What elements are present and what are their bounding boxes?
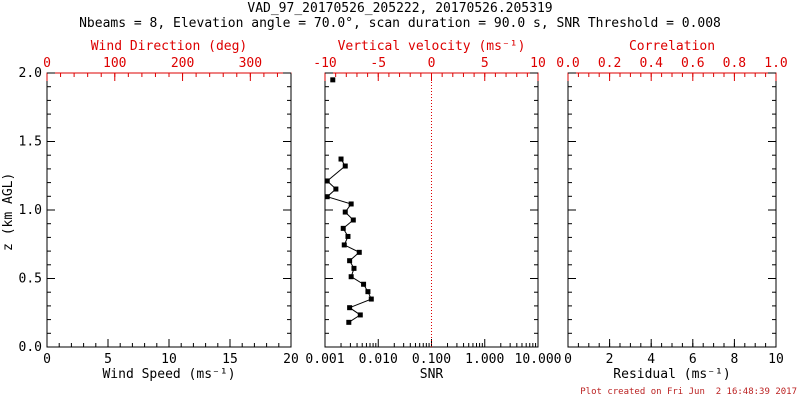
height-tick-label: 2.0	[19, 66, 42, 81]
bottom-tick-label: 15	[222, 352, 238, 367]
bottom-tick-label: 0.100	[412, 352, 451, 367]
bottom-axis-ticks	[567, 339, 777, 347]
data-point-marker	[324, 194, 330, 200]
height-tick-label: 0.0	[19, 340, 42, 355]
data-point-marker	[345, 233, 351, 239]
data-point-marker	[347, 258, 353, 264]
top-tick-label: 100	[103, 56, 126, 71]
data-point-marker	[365, 289, 371, 295]
top-tick-label: 0.4	[639, 56, 663, 71]
data-point-marker	[342, 209, 348, 215]
height-axis-ticks	[568, 72, 776, 348]
top-axis-ticks	[46, 73, 278, 81]
height-axis-ticks	[325, 72, 538, 348]
bottom-tick-label: 0	[43, 352, 51, 367]
residual-panel: 0 2 4 6 8 10 0.0 0.2 0.4 0.6 0.8 1.0	[556, 56, 787, 367]
snr-panel: 0.001 0.010 0.100 1.000 10.000 -10 -5 0 5 10	[305, 56, 561, 367]
data-point-marker	[341, 242, 347, 248]
panel-frame	[46, 72, 292, 348]
data-point-marker	[347, 305, 353, 311]
height-tick-label: 1.0	[19, 203, 42, 218]
data-point-marker	[348, 274, 354, 280]
top-tick-label: 5	[481, 56, 489, 71]
data-point-marker	[342, 163, 348, 169]
correlation-axis-title: Correlation	[628, 39, 716, 54]
top-tick-label: 0	[428, 56, 436, 71]
data-point-marker	[324, 178, 330, 184]
wind-speed-axis-title: Wind Speed (ms⁻¹)	[102, 367, 236, 382]
data-point-marker	[356, 249, 362, 255]
top-tick-label: 300	[239, 56, 262, 71]
bottom-tick-label: 1.000	[465, 352, 504, 367]
residual-axis-title: Residual (ms⁻¹)	[613, 367, 731, 382]
plot-subtitle: Nbeams = 8, Elevation angle = 70.0°, sca…	[79, 16, 721, 31]
isolated-data-point	[330, 77, 336, 83]
data-point-marker	[357, 312, 363, 318]
height-tick-label: 1.5	[19, 135, 42, 150]
data-point-marker	[368, 296, 374, 302]
vertical-velocity-axis-title: Vertical velocity (ms⁻¹)	[337, 39, 526, 54]
panel-frame	[567, 72, 777, 348]
data-point-marker	[346, 319, 352, 325]
snr-profile-line	[326, 158, 372, 323]
data-point-marker	[351, 265, 357, 271]
top-axis-ticks	[567, 73, 777, 81]
top-axis-ticks	[324, 73, 539, 81]
bottom-tick-label: 2	[606, 352, 614, 367]
top-tick-label: 0.2	[598, 56, 621, 71]
bottom-tick-label: 0.001	[305, 352, 344, 367]
top-tick-label: 1.0	[764, 56, 787, 71]
top-tick-label: 200	[171, 56, 194, 71]
height-axis-ticks	[47, 72, 291, 348]
bottom-axis-ticks	[324, 339, 539, 347]
bottom-tick-label: 10	[161, 352, 177, 367]
snr-axis-title: SNR	[419, 367, 444, 382]
height-tick-label: 0.5	[19, 272, 42, 287]
bottom-tick-label: 0.010	[359, 352, 398, 367]
top-tick-label: 10	[530, 56, 546, 71]
bottom-tick-label: 0	[564, 352, 572, 367]
top-tick-label: 0.0	[556, 56, 579, 71]
bottom-axis-ticks	[46, 339, 292, 347]
top-tick-label: 0	[43, 56, 51, 71]
top-tick-label: 0.8	[723, 56, 746, 71]
bottom-tick-label: 6	[689, 352, 697, 367]
data-point-marker	[333, 186, 339, 192]
data-point-marker	[348, 201, 354, 207]
bottom-tick-label: 8	[730, 352, 738, 367]
data-point-marker	[340, 225, 346, 231]
plot-title: VAD_97_20170526_205222, 20170526.205319	[247, 1, 553, 16]
top-tick-label: -10	[313, 56, 336, 71]
bottom-tick-label: 10	[768, 352, 784, 367]
data-point-marker	[361, 281, 367, 287]
bottom-tick-label: 10.000	[515, 352, 562, 367]
top-tick-label: 0.6	[681, 56, 704, 71]
bottom-tick-label: 4	[647, 352, 655, 367]
data-point-marker	[350, 217, 356, 223]
plot-timestamp: Plot created on Fri Jun 2 16:48:39 2017	[580, 387, 797, 397]
data-point-marker	[338, 156, 344, 162]
bottom-tick-label: 20	[283, 352, 299, 367]
top-tick-label: -5	[370, 56, 386, 71]
panel-frame	[324, 72, 539, 348]
bottom-tick-label: 5	[104, 352, 112, 367]
wind-direction-axis-title: Wind Direction (deg)	[90, 39, 248, 54]
